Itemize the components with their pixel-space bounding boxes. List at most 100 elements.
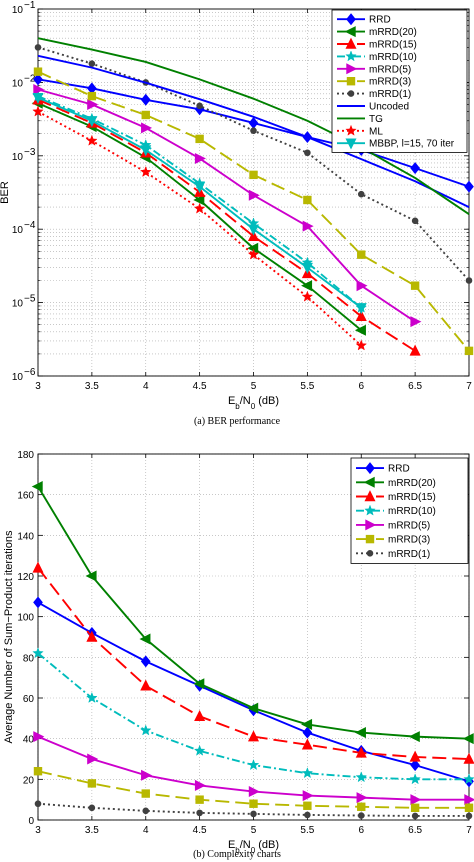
legend-label: mRRD(3) xyxy=(369,77,411,88)
data-point xyxy=(463,752,474,764)
data-point xyxy=(303,195,312,205)
data-point xyxy=(247,229,260,242)
legend-label: TG xyxy=(369,114,383,125)
data-point xyxy=(140,93,151,106)
data-point xyxy=(355,771,368,783)
data-point xyxy=(139,165,152,178)
legend-marker xyxy=(345,37,357,49)
data-point xyxy=(409,344,421,356)
data-point xyxy=(247,758,260,771)
data-point xyxy=(302,790,314,802)
legend-label: mRRD(10) xyxy=(369,52,417,63)
data-point xyxy=(303,801,312,810)
data-point xyxy=(195,134,204,144)
x-tick-label: 5 xyxy=(251,825,257,836)
data-point xyxy=(355,303,367,315)
data-point xyxy=(140,655,151,668)
data-point xyxy=(86,691,98,703)
legend-label: mRRD(3) xyxy=(388,535,430,546)
legend-label: RRD xyxy=(388,464,410,475)
series-line xyxy=(37,88,416,323)
data-point xyxy=(33,84,45,96)
y-tick-label: 120 xyxy=(17,572,34,583)
y-tick-label: 10 xyxy=(12,78,24,89)
data-point xyxy=(464,794,474,806)
data-point xyxy=(85,570,97,582)
x-tick-label: 5.5 xyxy=(300,381,314,392)
data-point xyxy=(465,277,473,284)
data-point xyxy=(463,773,474,785)
data-point xyxy=(87,753,99,765)
y-axis-label: BER xyxy=(0,181,11,204)
data-point xyxy=(301,290,314,302)
data-point xyxy=(141,122,153,134)
data-point xyxy=(301,738,313,750)
x-tick-label: 7 xyxy=(466,825,472,836)
data-point xyxy=(410,162,420,175)
legend-marker xyxy=(365,519,377,531)
data-point xyxy=(87,98,99,111)
y-tick-label: 80 xyxy=(23,653,35,664)
x-axis-label: Eb/N0 (dB) xyxy=(228,839,279,855)
legend-label: RRD xyxy=(369,15,391,26)
series-line xyxy=(37,37,470,216)
legend-marker xyxy=(346,63,358,75)
y-tick-label: 180 xyxy=(17,450,34,461)
data-point xyxy=(33,731,45,743)
data-point xyxy=(304,811,311,819)
y-tick-label: 140 xyxy=(17,531,34,542)
data-point xyxy=(193,678,205,690)
data-point xyxy=(248,116,259,129)
data-point xyxy=(410,794,422,806)
data-point xyxy=(464,346,474,356)
series-mrrd-5- xyxy=(33,84,422,328)
data-point xyxy=(86,134,98,146)
y-tick-exponent: −3 xyxy=(24,147,36,158)
data-point xyxy=(247,248,260,260)
data-point xyxy=(194,181,206,193)
x-tick-label: 5 xyxy=(251,381,257,392)
x-tick-label: 4 xyxy=(143,825,149,836)
legend-label: ML xyxy=(369,126,383,137)
legend-label: mRRD(15) xyxy=(388,492,436,503)
data-point xyxy=(301,280,313,292)
legend-marker xyxy=(345,50,357,62)
series-mrrd-20- xyxy=(31,97,366,336)
data-point xyxy=(34,800,42,808)
data-point xyxy=(249,799,258,808)
y-tick-label: 20 xyxy=(23,775,35,786)
legend-marker xyxy=(345,138,357,150)
data-point xyxy=(302,726,313,739)
data-point xyxy=(194,709,206,721)
data-point xyxy=(356,280,368,292)
data-point xyxy=(409,773,421,785)
series-ml xyxy=(32,105,368,351)
x-tick-label: 6.5 xyxy=(408,825,422,836)
data-point xyxy=(88,60,96,67)
data-point xyxy=(357,812,365,819)
legend-marker xyxy=(366,550,374,557)
data-point xyxy=(33,73,43,86)
y-tick-exponent: −5 xyxy=(24,294,36,305)
data-point xyxy=(408,731,420,743)
data-point xyxy=(33,767,43,776)
complexity-chart: 3 3.5 4 4.5 5 5.5 6 6.5 7 0 20 40 60 80 100 120 140 160 18… xyxy=(3,450,474,855)
legend-label: mRRD(1) xyxy=(388,549,430,560)
data-point xyxy=(302,220,314,232)
legend: RRD mRRD(20) mRRD(15) mRRD(10) mRRD(5) mRRD(3… xyxy=(350,457,469,564)
data-point xyxy=(196,809,203,817)
data-point xyxy=(88,804,96,812)
legend-label: mRRD(15) xyxy=(369,40,417,51)
series-mrrd-1- xyxy=(34,800,473,820)
legend-label: MBBP, l=15, 70 iter xyxy=(369,139,455,150)
data-point xyxy=(355,746,367,758)
legend-marker xyxy=(347,90,355,97)
legend-label: mRRD(20) xyxy=(388,478,436,489)
x-tick-label: 5.5 xyxy=(300,825,314,836)
caption-ber: (a) BER performance xyxy=(194,416,281,427)
data-point xyxy=(411,812,419,820)
data-point xyxy=(33,596,43,609)
data-point xyxy=(193,744,206,756)
y-tick-exponent: −2 xyxy=(24,73,36,84)
data-point xyxy=(464,180,474,193)
